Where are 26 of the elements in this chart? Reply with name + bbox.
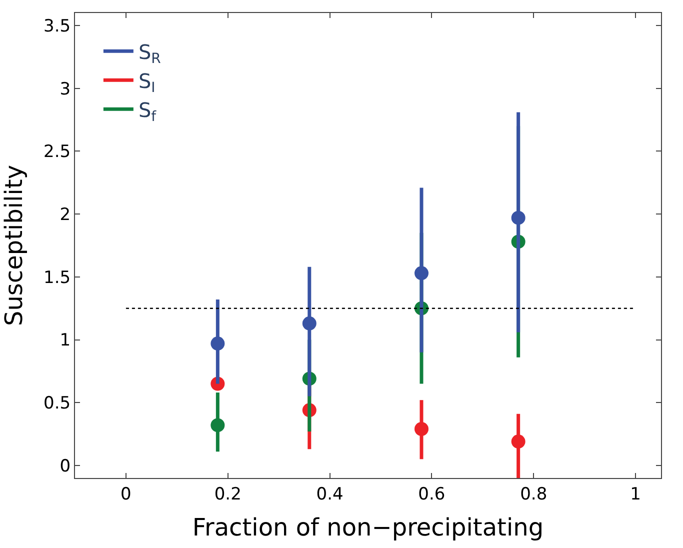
point: [414, 422, 428, 436]
x-tick-label: 0: [120, 484, 132, 504]
y-tick-label: 3: [60, 79, 71, 100]
y-tick-label: 1.5: [44, 268, 71, 288]
point: [302, 316, 316, 330]
y-tick-label: 1: [60, 330, 71, 351]
y-tick-label: 0: [60, 456, 71, 476]
legend-label: S$_{I}$: [138, 68, 156, 96]
y-tick-label: 3.5: [44, 16, 71, 37]
legend-label: S$_{f}$: [138, 98, 158, 126]
point: [210, 418, 225, 432]
y-axis-title: Susceptibility: [0, 164, 28, 326]
point: [414, 266, 428, 280]
x-tick-label: 0.4: [316, 484, 344, 504]
x-axis-title: Fraction of non−precipitating: [192, 514, 544, 542]
point: [511, 434, 526, 449]
x-tick-label: 1: [630, 484, 641, 504]
x-tick-label: 0.2: [214, 484, 242, 504]
legend-label: S$_{R}$: [138, 40, 162, 68]
y-tick-label: 2.5: [44, 142, 71, 162]
x-tick-label: 0.6: [418, 484, 446, 504]
x-tick-label: 0.8: [520, 484, 548, 504]
y-tick-label: 2: [60, 205, 71, 226]
point: [210, 336, 225, 351]
point: [511, 210, 526, 225]
y-tick-label: 0.5: [44, 394, 71, 414]
